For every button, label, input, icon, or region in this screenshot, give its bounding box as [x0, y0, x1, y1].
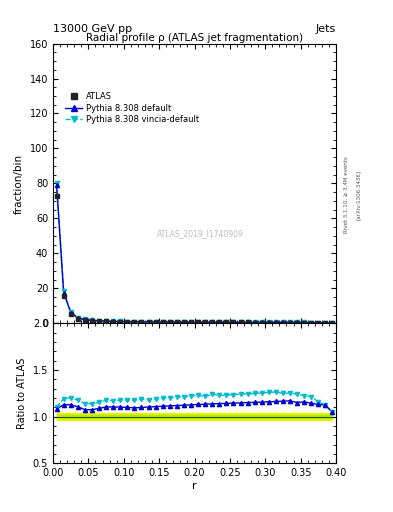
Title: Radial profile ρ (ATLAS jet fragmentation): Radial profile ρ (ATLAS jet fragmentatio…	[86, 33, 303, 42]
X-axis label: r: r	[192, 481, 197, 491]
Text: ATLAS_2019_I1740909: ATLAS_2019_I1740909	[157, 229, 244, 239]
Text: Rivet 3.1.10, ≥ 3.4M events: Rivet 3.1.10, ≥ 3.4M events	[344, 156, 349, 233]
Text: Jets: Jets	[316, 24, 336, 34]
Y-axis label: Ratio to ATLAS: Ratio to ATLAS	[17, 358, 27, 429]
Legend: ATLAS, Pythia 8.308 default, Pythia 8.308 vincia-default: ATLAS, Pythia 8.308 default, Pythia 8.30…	[63, 90, 202, 126]
Y-axis label: fraction/bin: fraction/bin	[14, 154, 24, 214]
Text: [arXiv:1306.3436]: [arXiv:1306.3436]	[356, 169, 361, 220]
Text: 13000 GeV pp: 13000 GeV pp	[53, 24, 132, 34]
